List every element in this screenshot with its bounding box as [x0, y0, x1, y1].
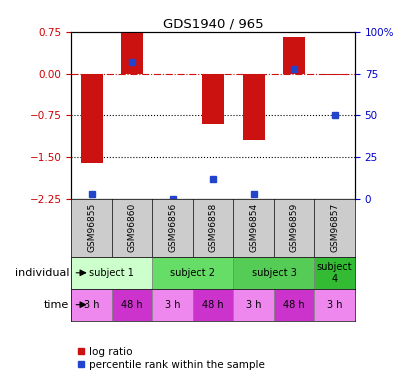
Text: 3 h: 3 h	[246, 300, 262, 310]
Bar	[202, 74, 224, 124]
Bar	[233, 257, 315, 289]
Text: GSM96854: GSM96854	[249, 203, 258, 252]
Bar	[233, 289, 274, 321]
Text: GSM96856: GSM96856	[168, 203, 177, 252]
Text: subject
4: subject 4	[317, 262, 353, 284]
Text: 48 h: 48 h	[202, 300, 224, 310]
Bar	[153, 289, 193, 321]
Bar	[274, 289, 315, 321]
Bar	[242, 74, 265, 140]
Text: 48 h: 48 h	[121, 300, 143, 310]
Bar	[283, 38, 305, 74]
Text: 48 h: 48 h	[284, 300, 305, 310]
Text: GSM96857: GSM96857	[330, 203, 339, 252]
Text: subject 2: subject 2	[171, 268, 215, 278]
Bar	[193, 289, 233, 321]
Bar	[121, 32, 143, 74]
Text: GSM96859: GSM96859	[290, 203, 299, 252]
Bar	[153, 257, 233, 289]
Bar	[315, 257, 355, 289]
Text: GSM96855: GSM96855	[87, 203, 96, 252]
Bar	[112, 289, 153, 321]
Bar	[324, 74, 346, 75]
Bar	[80, 74, 103, 163]
Text: 3 h: 3 h	[84, 300, 100, 310]
Bar	[71, 289, 112, 321]
Text: subject 1: subject 1	[89, 268, 134, 278]
Text: 3 h: 3 h	[165, 300, 180, 310]
Bar	[315, 289, 355, 321]
Text: subject 3: subject 3	[251, 268, 296, 278]
Text: 3 h: 3 h	[327, 300, 342, 310]
Text: time: time	[44, 300, 69, 310]
Text: GSM96860: GSM96860	[128, 203, 137, 252]
Legend: log ratio, percentile rank within the sample: log ratio, percentile rank within the sa…	[77, 346, 265, 370]
Title: GDS1940 / 965: GDS1940 / 965	[163, 18, 264, 31]
Text: individual: individual	[15, 268, 69, 278]
Bar	[71, 257, 153, 289]
Text: GSM96858: GSM96858	[208, 203, 218, 252]
